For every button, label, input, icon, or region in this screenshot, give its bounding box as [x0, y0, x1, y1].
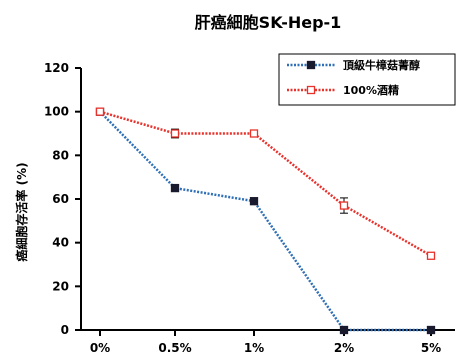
y-tick-label: 80: [52, 148, 69, 162]
series-0: [95, 107, 436, 335]
x-tick-label: 5%: [421, 341, 441, 355]
legend-label: 100%酒精: [343, 83, 399, 97]
legend-label: 頂級牛樟菇菁醇: [343, 58, 420, 72]
x-tick-label: 2%: [334, 341, 354, 355]
series-1: [95, 107, 436, 260]
chart-title: 肝癌細胞SK-Hep-1: [195, 13, 342, 32]
data-point: [249, 129, 259, 138]
y-axis-label: 癌細胞存活率 (%): [14, 162, 29, 261]
x-tick-label: 0.5%: [158, 341, 191, 355]
data-point: [95, 107, 105, 116]
x-tick-label: 1%: [244, 341, 264, 355]
legend-items: 頂級牛樟菇菁醇 100%酒精: [287, 58, 420, 97]
legend-marker: [306, 60, 316, 70]
x-tick-label: 0%: [90, 341, 110, 355]
data-point: [339, 325, 349, 335]
y-ticks: 0 20 40 60 80 100 120: [44, 61, 81, 337]
data-point: [249, 197, 259, 206]
y-tick-label: 100: [44, 105, 69, 119]
x-ticks: 0% 0.5% 1% 2% 5%: [90, 330, 441, 355]
series-line: [99, 110, 432, 257]
data-point: [426, 251, 436, 260]
data-point: [170, 183, 180, 193]
y-tick-label: 60: [52, 192, 69, 206]
legend: 頂級牛樟菇菁醇 100%酒精: [278, 53, 456, 106]
y-axis-title: 癌細胞存活率 (%): [14, 162, 29, 261]
data-point: [339, 201, 349, 210]
legend-marker: [306, 85, 316, 95]
y-tick-label: 120: [44, 61, 69, 75]
series-layer: [95, 107, 436, 335]
y-tick-label: 0: [61, 323, 69, 337]
y-tick-label: 20: [52, 279, 69, 293]
y-tick-label: 40: [52, 236, 69, 250]
series-line: [99, 110, 431, 332]
data-point: [426, 325, 436, 335]
data-point: [170, 129, 180, 138]
